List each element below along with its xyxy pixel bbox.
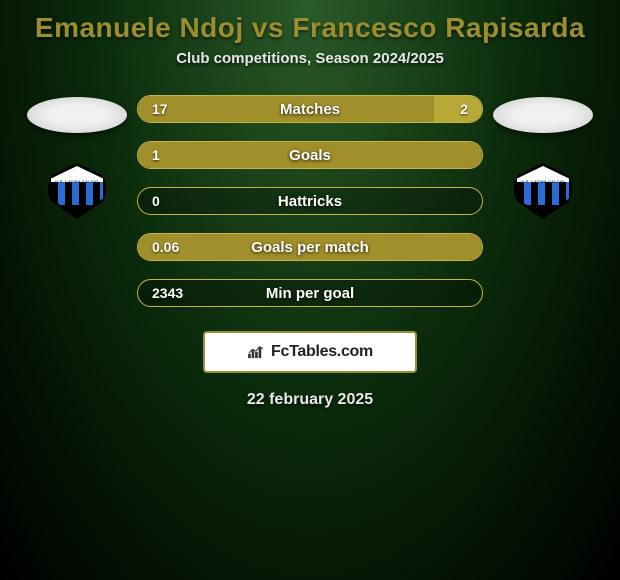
player-right-column: U.S. LATINA CALCIO — [493, 95, 593, 219]
stat-label: Goals — [138, 147, 482, 164]
root: Emanuele Ndoj vs Francesco Rapisarda Clu… — [0, 0, 620, 409]
player-left-avatar — [27, 97, 127, 133]
brand-badge[interactable]: FcTables.com — [203, 331, 417, 373]
comparison-panel: U.S. LATINA CALCIO 17 Matches 2 1 Goals — [0, 95, 620, 307]
bar-chart-icon — [247, 345, 265, 359]
stat-bars: 17 Matches 2 1 Goals 0 Hattricks — [137, 95, 483, 307]
stat-row-matches: 17 Matches 2 — [137, 95, 483, 123]
stat-value-right: 2 — [460, 101, 468, 117]
stat-label: Goals per match — [138, 239, 482, 256]
player-right-club-logo: U.S. LATINA CALCIO — [514, 163, 572, 219]
page-title: Emanuele Ndoj vs Francesco Rapisarda — [0, 8, 620, 50]
player-right-avatar — [493, 97, 593, 133]
player-right-club-label: U.S. LATINA CALCIO — [514, 179, 572, 184]
stat-row-gpm: 0.06 Goals per match — [137, 233, 483, 261]
footer-date: 22 february 2025 — [0, 391, 620, 409]
brand-text: FcTables.com — [271, 343, 373, 361]
player-left-column: U.S. LATINA CALCIO — [27, 95, 127, 219]
stat-row-mpg: 2343 Min per goal — [137, 279, 483, 307]
stat-label: Hattricks — [138, 193, 482, 210]
stat-label: Min per goal — [138, 285, 482, 302]
page-subtitle: Club competitions, Season 2024/2025 — [0, 50, 620, 67]
stat-row-goals: 1 Goals — [137, 141, 483, 169]
player-left-club-label: U.S. LATINA CALCIO — [48, 179, 106, 184]
player-left-club-logo: U.S. LATINA CALCIO — [48, 163, 106, 219]
stat-label: Matches — [138, 101, 482, 118]
stat-row-hattricks: 0 Hattricks — [137, 187, 483, 215]
